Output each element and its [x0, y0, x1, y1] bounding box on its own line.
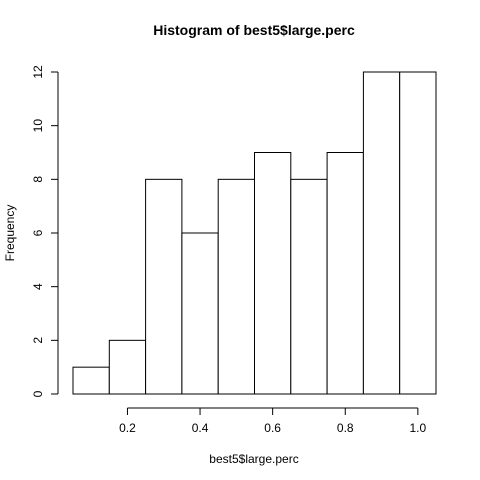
histogram-bar — [362, 71, 401, 395]
histogram-bar — [145, 178, 183, 395]
y-tick-label: 12 — [31, 65, 45, 79]
y-tick-label: 0 — [31, 390, 45, 397]
bars-group — [72, 71, 437, 395]
x-tick-label: 0.2 — [119, 421, 136, 435]
y-axis: 0 2 4 6 8 10 12 — [31, 65, 59, 397]
histogram-bar — [326, 152, 364, 395]
x-tick-label: 0.4 — [192, 421, 209, 435]
y-tick-label: 6 — [31, 229, 45, 236]
y-tick-label: 10 — [31, 119, 45, 133]
histogram-bar — [108, 339, 147, 395]
x-tick-label: 0.6 — [264, 421, 281, 435]
x-tick-label: 0.8 — [337, 421, 354, 435]
histogram-bar — [290, 178, 328, 395]
y-tick-label: 2 — [31, 337, 45, 344]
histogram-bar — [72, 366, 110, 395]
x-axis-label: best5$large.perc — [209, 452, 298, 466]
histogram-bar — [181, 232, 219, 395]
x-axis: 0.2 0.4 0.6 0.8 1.0 — [119, 407, 427, 435]
histogram-bar — [217, 178, 255, 395]
x-tick-label: 1.0 — [410, 421, 427, 435]
y-axis-label: Frequency — [3, 205, 17, 262]
histogram-bar — [254, 152, 292, 395]
y-tick-label: 4 — [31, 283, 45, 290]
y-tick-label: 8 — [31, 176, 45, 183]
histogram-bar — [399, 71, 437, 395]
chart-title: Histogram of best5$large.perc — [153, 22, 355, 38]
